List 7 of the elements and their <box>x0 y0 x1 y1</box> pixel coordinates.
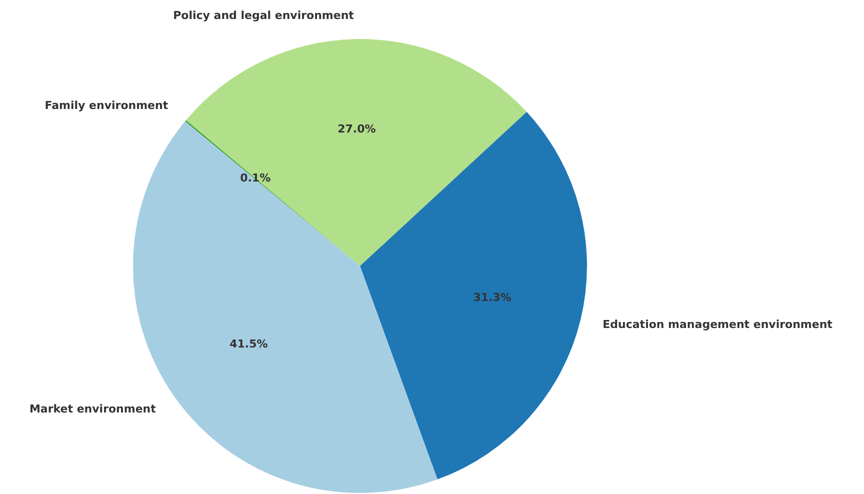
data-label: 27.0% <box>338 122 376 136</box>
slice-label: Policy and legal environment <box>173 9 354 22</box>
data-label: 41.5% <box>230 337 268 350</box>
slice-label: Education management environment <box>602 318 832 331</box>
slice-label: Market environment <box>29 402 156 416</box>
data-label: 31.3% <box>473 291 512 304</box>
slice-label: Family environment <box>44 99 168 112</box>
